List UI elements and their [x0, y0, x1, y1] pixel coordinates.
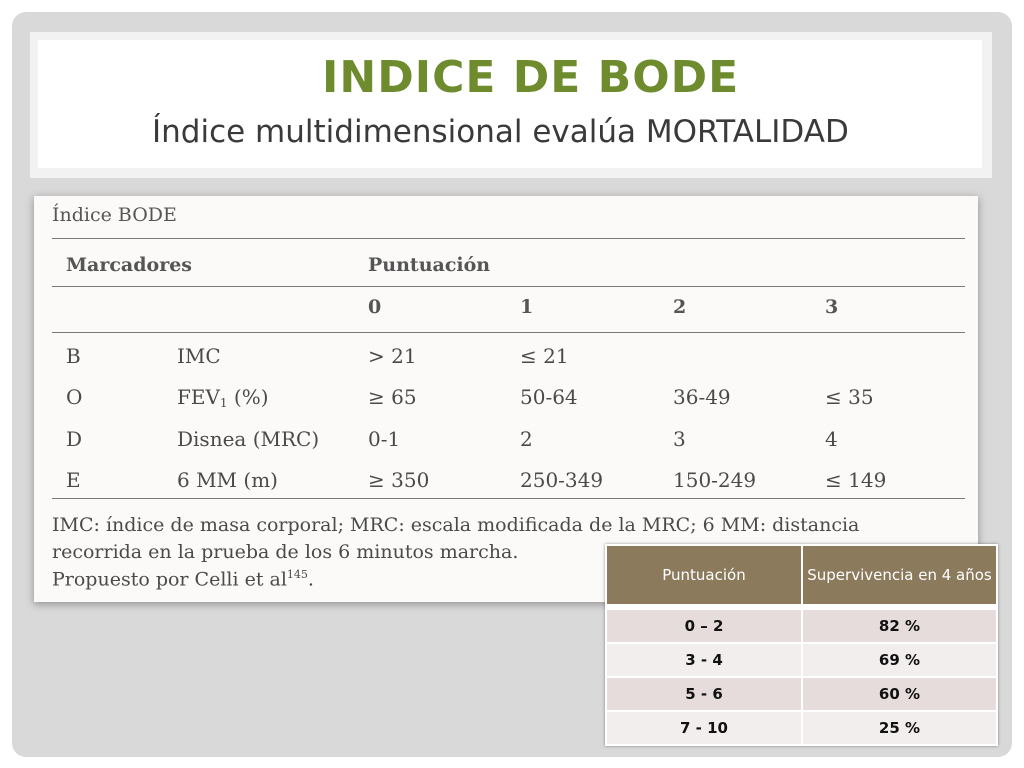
table-row: 7 - 10 25 %: [605, 710, 998, 746]
row-value: ≤ 35: [825, 385, 874, 409]
score-range: 0 – 2: [605, 608, 803, 644]
rule-bottom: [52, 498, 965, 499]
slide-subtitle: Índice multidimensional evalúa MORTALIDA…: [152, 114, 849, 150]
header-puntuacion: Puntuación: [368, 254, 491, 276]
row-value: 0-1: [368, 427, 401, 451]
score-col-2: 2: [673, 296, 687, 318]
row-marker: IMC: [177, 344, 221, 368]
rule-header: [52, 286, 965, 287]
survival-table: Puntuación Supervivencia en 4 años 0 – 2…: [605, 544, 998, 746]
score-range: 5 - 6: [605, 676, 803, 712]
row-value: 3: [673, 427, 686, 451]
row-value: ≤ 149: [825, 468, 887, 492]
row-marker: 6 MM (m): [177, 468, 278, 492]
survival-header-row: Puntuación Supervivencia en 4 años: [605, 544, 998, 606]
survival-percent: 69 %: [801, 642, 998, 678]
score-col-0: 0: [368, 296, 382, 318]
row-value: ≤ 21: [520, 344, 569, 368]
row-value: ≥ 65: [368, 385, 417, 409]
rule-top: [52, 238, 965, 239]
row-value: 4: [825, 427, 838, 451]
row-value: 2: [520, 427, 533, 451]
row-value: 250-349: [520, 468, 604, 492]
slide-title: INDICE DE BODE: [322, 52, 740, 103]
survival-percent: 82 %: [801, 608, 998, 644]
row-letter: B: [66, 344, 81, 368]
survival-percent: 60 %: [801, 676, 998, 712]
table-row: 5 - 6 60 %: [605, 676, 998, 712]
row-letter: E: [66, 468, 81, 492]
row-value: 50-64: [520, 385, 578, 409]
table-row: 0 – 2 82 %: [605, 608, 998, 644]
row-value: > 21: [368, 344, 417, 368]
row-letter: D: [66, 427, 83, 451]
bode-index-table-image: Índice BODE Marcadores Puntuación 0 1 2 …: [34, 196, 978, 602]
table-caption: Índice BODE: [52, 204, 177, 226]
row-value: ≥ 350: [368, 468, 430, 492]
table-row: 3 - 4 69 %: [605, 642, 998, 678]
header-puntuacion: Puntuación: [605, 544, 803, 606]
row-letter: O: [66, 385, 83, 409]
table-footnote-line1: IMC: índice de masa corporal; MRC: escal…: [52, 514, 860, 536]
rule-scores: [52, 332, 965, 333]
title-panel: [38, 40, 982, 168]
row-marker: FEV1 (%): [177, 385, 269, 410]
survival-percent: 25 %: [801, 710, 998, 746]
table-footnote-line3: Propuesto por Celli et al145.: [52, 568, 314, 591]
table-footnote-line2: recorrida en la prueba de los 6 minutos …: [52, 541, 519, 563]
row-value: 36-49: [673, 385, 731, 409]
row-value: 150-249: [673, 468, 757, 492]
score-range: 3 - 4: [605, 642, 803, 678]
score-range: 7 - 10: [605, 710, 803, 746]
score-col-3: 3: [825, 296, 839, 318]
header-supervivencia: Supervivencia en 4 años: [801, 544, 998, 606]
row-marker: Disnea (MRC): [177, 427, 320, 451]
header-marcadores: Marcadores: [66, 254, 192, 276]
score-col-1: 1: [520, 296, 534, 318]
